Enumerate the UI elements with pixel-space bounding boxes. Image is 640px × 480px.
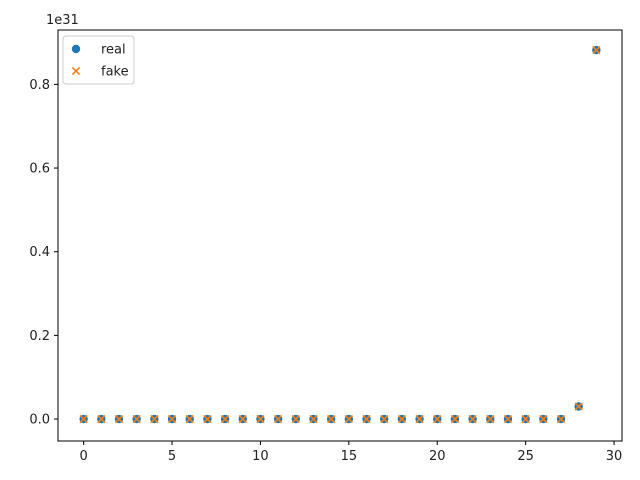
point-fake-17 (380, 414, 389, 424)
point-fake-14 (326, 414, 336, 424)
point-fake-28 (574, 402, 583, 411)
point-fake-25 (521, 414, 530, 424)
point-fake-24 (503, 414, 513, 424)
x-tick-label-5: 25 (517, 449, 534, 464)
point-fake-13 (309, 414, 318, 424)
x-tick-label-3: 15 (341, 449, 358, 464)
point-fake-6 (185, 414, 194, 424)
point-fake-15 (344, 414, 354, 424)
point-fake-5 (167, 414, 177, 424)
point-fake-22 (468, 414, 477, 424)
y-axis-offset-label: 1e31 (46, 13, 79, 28)
x-tick-label-0: 0 (79, 449, 87, 464)
point-fake-16 (362, 414, 371, 424)
x-tick-label-6: 30 (606, 449, 623, 464)
legend-marker-shape-fake (71, 66, 81, 76)
point-fake-1 (97, 414, 106, 424)
legend: real fake (62, 35, 135, 85)
x-tick-label-1: 5 (168, 449, 176, 464)
point-fake-3 (132, 414, 141, 424)
point-fake-8 (220, 414, 230, 424)
y-tick-label-4: 0.8 (29, 78, 50, 93)
legend-label-fake: fake (101, 65, 129, 80)
data-marks (79, 45, 601, 424)
legend-marker-shape-real (71, 44, 81, 54)
point-fake-19 (415, 414, 424, 424)
legend-label-real: real (101, 43, 126, 58)
y-tick-label-0: 0.0 (29, 413, 50, 428)
point-fake-29 (592, 45, 601, 55)
point-fake-0 (79, 414, 88, 424)
point-fake-21 (450, 414, 460, 424)
y-tick-label-3: 0.6 (29, 162, 50, 177)
point-fake-23 (486, 414, 495, 424)
y-axis: 0.0 0.2 0.4 0.6 0.8 (29, 78, 58, 428)
y-tick-label-1: 0.2 (29, 329, 50, 344)
point-fake-4 (150, 414, 159, 424)
x-axis: 0 5 10 15 20 25 30 (79, 441, 622, 464)
legend-marker-fake (71, 66, 81, 76)
x-tick-label-4: 20 (429, 449, 446, 464)
point-fake-18 (397, 414, 407, 424)
legend-marker-real (71, 44, 81, 54)
legend-box (62, 35, 135, 85)
point-fake-7 (203, 414, 212, 424)
point-fake-2 (114, 414, 124, 424)
point-fake-10 (256, 414, 265, 424)
point-fake-11 (273, 414, 283, 424)
x-tick-label-2: 10 (252, 449, 269, 464)
point-fake-27 (556, 414, 566, 424)
point-fake-12 (291, 414, 300, 424)
point-fake-20 (433, 414, 442, 424)
point-fake-26 (539, 414, 548, 424)
y-tick-label-2: 0.4 (29, 245, 50, 260)
plot-area-frame (57, 29, 623, 442)
point-fake-9 (238, 414, 247, 424)
